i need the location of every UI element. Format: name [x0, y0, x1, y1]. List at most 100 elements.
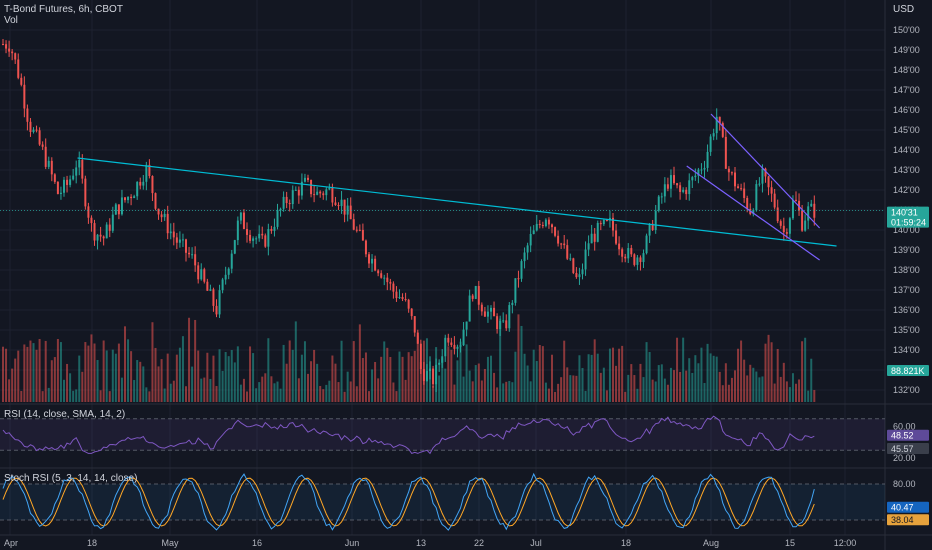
candle-body[interactable]: [416, 332, 419, 344]
candle-body[interactable]: [453, 344, 456, 349]
candle-body[interactable]: [474, 286, 477, 299]
candle-body[interactable]: [322, 193, 325, 196]
candle-body[interactable]: [660, 196, 663, 198]
candle-body[interactable]: [712, 133, 715, 137]
candle-body[interactable]: [14, 53, 17, 60]
candle-body[interactable]: [810, 203, 813, 207]
candle-body[interactable]: [212, 289, 215, 306]
candle-body[interactable]: [99, 234, 102, 237]
candle-body[interactable]: [346, 205, 349, 215]
candle-body[interactable]: [63, 179, 65, 193]
candle-body[interactable]: [404, 299, 407, 301]
candle-body[interactable]: [627, 248, 630, 259]
candle-body[interactable]: [361, 229, 364, 241]
candle-body[interactable]: [471, 295, 474, 299]
candle-body[interactable]: [721, 123, 724, 137]
candle-body[interactable]: [273, 226, 276, 231]
candle-body[interactable]: [401, 297, 404, 300]
candle-body[interactable]: [197, 265, 200, 280]
candle-body[interactable]: [20, 77, 23, 85]
candle-body[interactable]: [563, 243, 566, 246]
candle-body[interactable]: [90, 217, 93, 224]
rsi-label[interactable]: RSI (14, close, SMA, 14, 2): [4, 409, 126, 420]
candle-body[interactable]: [300, 181, 303, 196]
candle-body[interactable]: [499, 320, 502, 330]
candle-body[interactable]: [310, 179, 313, 195]
candle-body[interactable]: [334, 202, 337, 205]
candle-body[interactable]: [209, 289, 212, 291]
candle-body[interactable]: [569, 258, 572, 260]
candle-body[interactable]: [694, 175, 697, 178]
candle-body[interactable]: [279, 208, 282, 211]
candle-body[interactable]: [47, 160, 50, 167]
candle-body[interactable]: [270, 229, 273, 231]
candle-body[interactable]: [151, 175, 154, 194]
candle-body[interactable]: [285, 196, 288, 204]
candle-body[interactable]: [319, 191, 322, 194]
candle-body[interactable]: [679, 185, 682, 192]
candle-body[interactable]: [23, 84, 26, 109]
candle-body[interactable]: [624, 256, 627, 259]
candle-body[interactable]: [352, 219, 355, 230]
candle-body[interactable]: [72, 175, 75, 180]
candle-body[interactable]: [700, 169, 703, 171]
candle-body[interactable]: [358, 229, 361, 231]
candle-body[interactable]: [178, 239, 181, 243]
candle-body[interactable]: [194, 254, 197, 266]
candle-body[interactable]: [343, 199, 346, 215]
candle-body[interactable]: [26, 108, 29, 122]
candle-body[interactable]: [758, 183, 761, 185]
candle-body[interactable]: [636, 257, 639, 265]
candle-body[interactable]: [554, 227, 557, 236]
candle-body[interactable]: [648, 223, 651, 236]
candle-body[interactable]: [429, 368, 431, 372]
candle-body[interactable]: [246, 228, 248, 235]
candle-body[interactable]: [740, 188, 743, 190]
candle-body[interactable]: [392, 283, 395, 292]
candle-body[interactable]: [255, 238, 258, 240]
candle-body[interactable]: [160, 214, 163, 218]
candle-body[interactable]: [349, 205, 352, 220]
candle-body[interactable]: [188, 252, 191, 255]
candle-body[interactable]: [203, 269, 206, 282]
candle-body[interactable]: [441, 356, 444, 363]
candle-body[interactable]: [66, 179, 69, 185]
candle-body[interactable]: [584, 249, 587, 270]
candle-body[interactable]: [779, 221, 782, 226]
candle-body[interactable]: [532, 230, 535, 234]
candle-body[interactable]: [130, 196, 133, 199]
candle-body[interactable]: [697, 169, 700, 176]
candle-body[interactable]: [746, 197, 749, 209]
candle-body[interactable]: [224, 274, 227, 280]
candle-body[interactable]: [380, 273, 383, 278]
candle-body[interactable]: [715, 116, 718, 134]
candle-body[interactable]: [682, 189, 685, 192]
candle-body[interactable]: [724, 136, 727, 169]
candle-body[interactable]: [364, 240, 367, 255]
candle-body[interactable]: [526, 245, 529, 253]
candle-body[interactable]: [17, 59, 20, 78]
candle-body[interactable]: [105, 224, 108, 239]
candle-body[interactable]: [127, 196, 130, 201]
candle-body[interactable]: [239, 212, 242, 221]
candle-body[interactable]: [44, 146, 47, 167]
candle-body[interactable]: [529, 233, 532, 246]
candle-body[interactable]: [520, 261, 523, 279]
candle-body[interactable]: [120, 197, 123, 215]
channel-upper-line[interactable]: [710, 113, 821, 229]
candle-body[interactable]: [572, 258, 575, 273]
candle-body[interactable]: [642, 253, 645, 263]
candle-body[interactable]: [5, 44, 8, 49]
candle-body[interactable]: [111, 214, 114, 231]
candle-body[interactable]: [587, 243, 590, 250]
candle-body[interactable]: [11, 51, 14, 54]
candle-body[interactable]: [551, 224, 553, 228]
candle-body[interactable]: [96, 234, 99, 241]
candle-body[interactable]: [264, 235, 267, 247]
candle-body[interactable]: [331, 188, 334, 203]
candle-body[interactable]: [425, 371, 428, 381]
candle-body[interactable]: [538, 223, 541, 225]
candle-body[interactable]: [795, 199, 797, 201]
candle-body[interactable]: [200, 269, 203, 280]
candle-body[interactable]: [618, 243, 621, 250]
